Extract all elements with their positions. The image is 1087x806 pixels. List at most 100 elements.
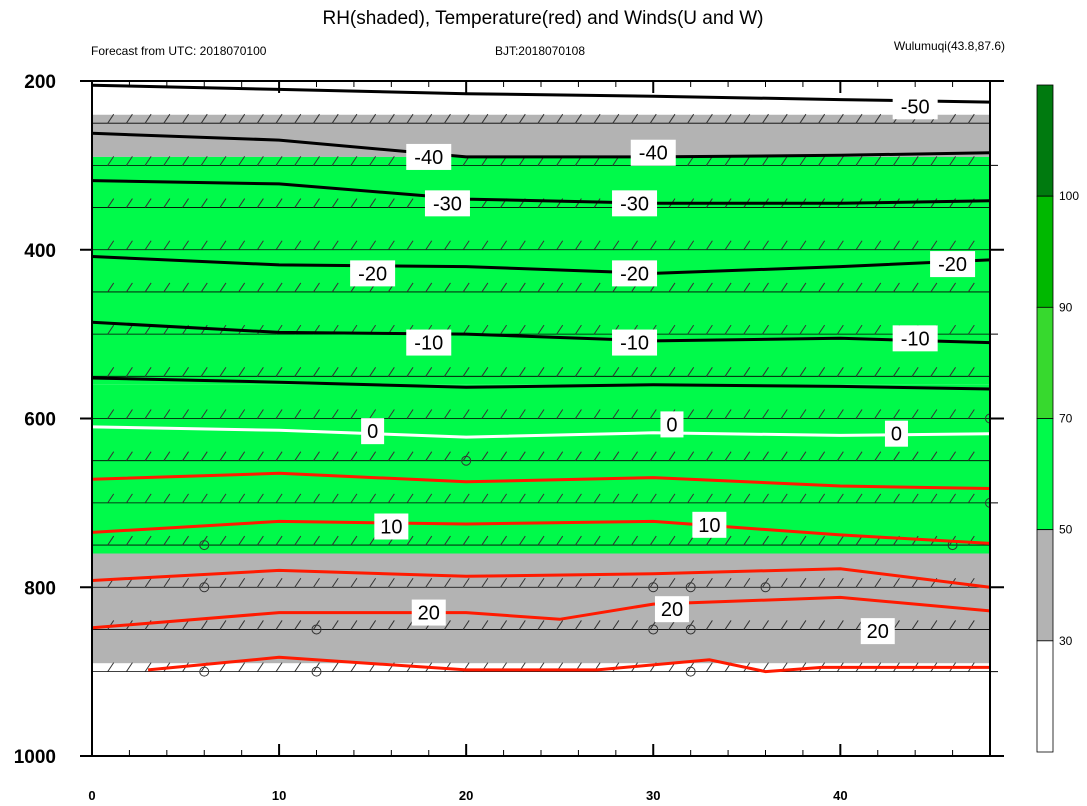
wind-barb — [556, 620, 564, 630]
wind-barb — [836, 324, 844, 335]
wind-barb — [294, 113, 302, 124]
wind-barb — [967, 493, 975, 504]
wind-barb — [687, 493, 695, 504]
wind-barb — [126, 198, 133, 208]
contour-label-text: 10 — [698, 515, 720, 537]
wind-barb — [780, 620, 788, 630]
contour-label-text: 20 — [661, 599, 683, 621]
contour-label-text: -50 — [901, 96, 930, 118]
contour-label-text: 0 — [367, 421, 378, 443]
wind-barb — [556, 240, 564, 251]
contour-label-text: 10 — [380, 517, 402, 539]
wind-barb — [275, 535, 283, 546]
wind-barb — [163, 113, 171, 124]
wind-barb — [649, 409, 657, 419]
wind-barb — [967, 620, 975, 630]
wind-barb — [836, 156, 844, 166]
wind-barb — [874, 324, 882, 335]
wind-barb — [724, 282, 732, 293]
wind-barb — [369, 198, 377, 208]
wind-barb — [182, 113, 189, 124]
wind-barb — [481, 240, 489, 251]
wind-barb — [911, 367, 919, 377]
wind-barb — [294, 282, 302, 293]
wind-barb — [163, 282, 171, 293]
wind-barb — [406, 493, 414, 504]
wind-barb — [893, 451, 900, 461]
contour-label-box — [612, 190, 658, 217]
wind-barb — [369, 367, 377, 377]
wind-barb — [144, 198, 152, 208]
wind-barb — [107, 113, 115, 124]
wind-barb — [593, 577, 601, 588]
wind-barb — [911, 282, 919, 293]
chart-title: RH(shaded), Temperature(red) and Winds(U… — [322, 8, 763, 29]
wind-barb — [256, 409, 264, 419]
wind-barb — [107, 409, 115, 419]
wind-barb — [500, 113, 507, 124]
contour-label-box — [424, 190, 470, 217]
wind-barb — [275, 577, 283, 588]
wind-barb — [949, 282, 956, 293]
wind-barb — [107, 493, 115, 504]
wind-barb — [200, 451, 208, 461]
wind-barb — [649, 367, 657, 377]
wind-barb — [444, 493, 451, 504]
wind-barb — [406, 113, 414, 124]
wind-barb — [705, 493, 713, 504]
wind-barb — [743, 535, 751, 546]
wind-barb — [668, 324, 676, 335]
contour-label-0: -50 — [892, 93, 938, 120]
wind-barb — [163, 577, 171, 588]
wind-barb — [182, 620, 189, 630]
wind-barb — [275, 620, 283, 630]
wind-barb — [219, 620, 227, 630]
wind-barb — [182, 535, 189, 546]
wind-barb — [275, 113, 283, 124]
wind-barb — [780, 577, 788, 588]
calm-circle-13 — [985, 497, 990, 508]
wind-barb — [462, 367, 470, 377]
wind-barb — [238, 493, 246, 504]
wind-barb — [724, 367, 732, 377]
wind-barb — [780, 282, 788, 293]
wind-barb — [780, 113, 788, 124]
colorbar-swatch-0 — [1036, 84, 1054, 197]
wind-barb — [481, 577, 489, 588]
wind-barb — [705, 367, 713, 377]
wind-barb — [275, 662, 283, 672]
wind-barb — [743, 282, 751, 293]
wind-barb — [238, 282, 246, 293]
wind-barb — [575, 577, 582, 588]
colorbar-swatch-2 — [1036, 306, 1054, 419]
wind-barb — [575, 113, 582, 124]
wind-barb — [836, 409, 844, 419]
contour-label-box — [660, 411, 684, 438]
wind-barb — [350, 535, 358, 546]
wind-barb — [631, 113, 638, 124]
wind-barb — [575, 620, 582, 630]
isotherm-6 — [92, 425, 990, 439]
wind-barb — [444, 113, 451, 124]
wind-barb — [313, 451, 320, 461]
wind-barb — [967, 282, 975, 293]
wind-barb — [893, 577, 900, 588]
wind-barb — [126, 493, 133, 504]
wind-barb — [705, 409, 713, 419]
wind-barb — [256, 240, 264, 251]
wind-barb — [967, 113, 975, 124]
contour-label-5: -20 — [350, 260, 396, 287]
wind-barb — [462, 282, 470, 293]
wind-barb — [949, 493, 956, 504]
wind-barb — [182, 451, 189, 461]
wind-barb — [275, 367, 283, 377]
isotherm-7 — [92, 471, 990, 490]
wind-barb — [612, 367, 620, 377]
wind-barb — [200, 198, 208, 208]
wind-barb — [219, 367, 227, 377]
wind-barb — [444, 240, 451, 251]
contour-label-box — [860, 618, 895, 645]
wind-barb — [219, 198, 227, 208]
x-tick-label-0: 0 — [88, 788, 95, 803]
wind-barb — [518, 282, 526, 293]
